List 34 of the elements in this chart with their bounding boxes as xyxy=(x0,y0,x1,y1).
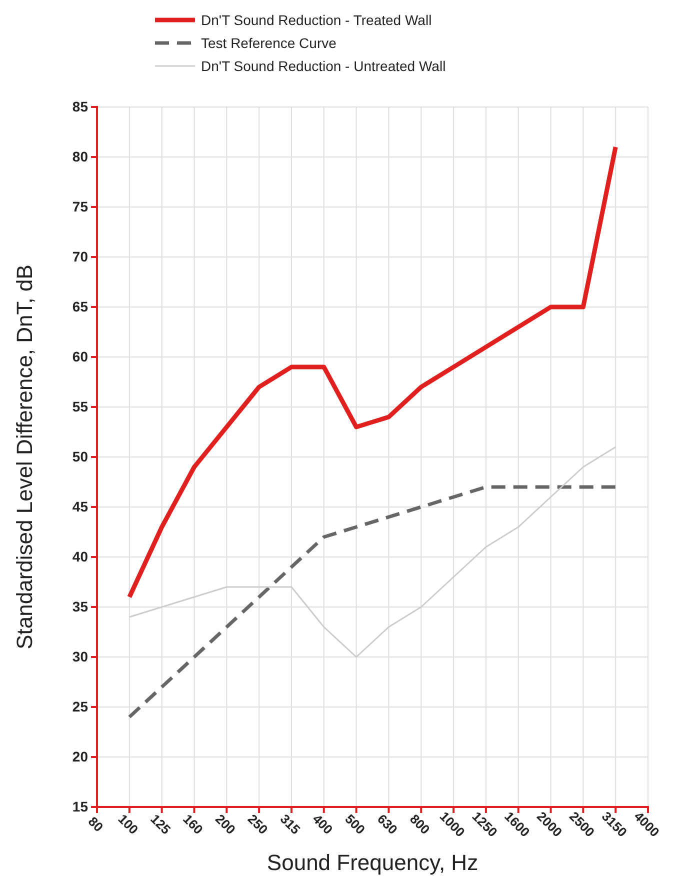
x-tick-label: 800 xyxy=(406,811,433,838)
y-tick-label: 85 xyxy=(72,98,88,114)
x-tick-label: 315 xyxy=(277,811,304,838)
x-tick-label: 200 xyxy=(212,811,238,838)
line-series xyxy=(128,485,618,719)
y-tick-label: 35 xyxy=(72,598,88,614)
line-series xyxy=(127,144,618,600)
x-tick-label: 250 xyxy=(244,811,271,838)
y-tick-label: 30 xyxy=(72,648,88,664)
line-series xyxy=(128,446,616,658)
y-tick-label: 45 xyxy=(72,498,88,514)
x-tick-label: 630 xyxy=(374,811,400,838)
y-tick-label: 55 xyxy=(72,398,88,414)
x-tick-label: 160 xyxy=(180,811,206,838)
legend-label: Dn'T Sound Reduction - Treated Wall xyxy=(201,12,432,28)
y-tick-label: 40 xyxy=(72,548,88,564)
y-tick-label: 20 xyxy=(72,748,88,764)
y-tick-label: 25 xyxy=(72,698,88,714)
y-tick-label: 65 xyxy=(72,298,88,314)
x-tick-label: 125 xyxy=(148,811,174,838)
legend-label: Test Reference Curve xyxy=(201,35,337,51)
y-tick-label: 50 xyxy=(72,448,88,464)
x-axis-title: Sound Frequency, Hz xyxy=(266,850,478,875)
y-tick-label: 15 xyxy=(72,798,88,814)
x-tick-label: 500 xyxy=(342,811,368,838)
y-axis-title: Standardised Level Difference, DnT, dB xyxy=(12,264,37,650)
y-tick-label: 60 xyxy=(72,348,88,364)
y-tick-label: 80 xyxy=(72,148,88,164)
x-tick-label: 80 xyxy=(85,814,106,835)
x-tick-label: 400 xyxy=(310,811,336,838)
y-tick-label: 75 xyxy=(72,198,88,214)
x-tick-label: 100 xyxy=(115,811,142,838)
y-tick-label: 70 xyxy=(72,248,88,264)
legend-label: Dn'T Sound Reduction - Untreated Wall xyxy=(201,58,446,74)
